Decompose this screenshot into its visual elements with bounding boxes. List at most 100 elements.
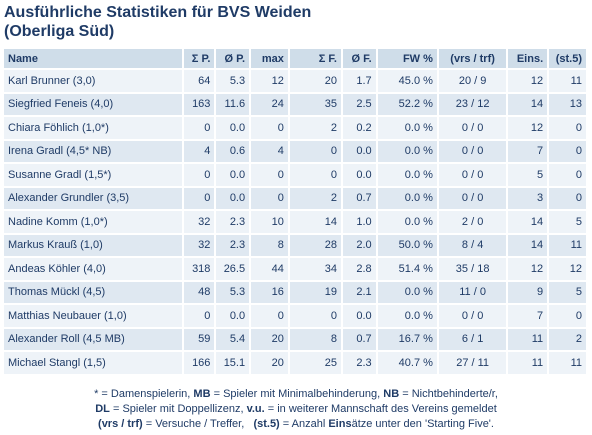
table-row: Karl Brunner (3,0) 64 5.3 12 20 1.7 45.0 % 20 /… <box>4 70 586 92</box>
cell-avg-fouls: 0.0 <box>342 305 376 327</box>
cell-vrs-trf: 0 / 0 <box>438 117 507 139</box>
cell-vrs-trf: 0 / 0 <box>438 140 507 162</box>
cell-avg-points: 5.4 <box>216 328 250 350</box>
cell-sum-fouls: 25 <box>289 352 341 374</box>
cell-avg-fouls: 2.5 <box>342 93 376 115</box>
cell-max: 0 <box>251 305 288 327</box>
cell-vrs-trf: 35 / 18 <box>438 258 507 280</box>
cell-sum-fouls: 14 <box>289 211 341 233</box>
cell-name: Nadine Komm (1,0*) <box>4 211 182 233</box>
cell-sum-points: 32 <box>183 211 215 233</box>
cell-max: 44 <box>251 258 288 280</box>
cell-sum-fouls: 0 <box>289 140 341 162</box>
header-sum-points[interactable]: Σ P. <box>183 49 215 68</box>
cell-sum-fouls: 2 <box>289 187 341 209</box>
footnote-line-3: (vrs / trf) = Versuche / Treffer, (st.5)… <box>98 418 494 430</box>
cell-sum-points: 0 <box>183 117 215 139</box>
footnote-line-2: DL = Spieler mit Doppellizenz, v.u. = in… <box>95 403 497 415</box>
header-name[interactable]: Name <box>4 49 182 68</box>
table-row: Chiara Föhlich (1,0*) 0 0.0 0 2 0.2 0.0 % 0 / 0… <box>4 117 586 139</box>
table-row: Siegfried Feneis (4,0) 163 11.6 24 35 2.5 52.2… <box>4 93 586 115</box>
table-row: Irena Gradl (4,5* NB) 4 0.6 4 0 0.0 0.0 % 0 / 0… <box>4 140 586 162</box>
cell-avg-points: 0.0 <box>216 164 250 186</box>
table-row: Michael Stangl (1,5) 166 15.1 20 25 2.3 40.7 %… <box>4 352 586 374</box>
cell-fw-percent: 0.0 % <box>377 164 437 186</box>
cell-avg-fouls: 2.1 <box>342 281 376 303</box>
cell-eins: 5 <box>508 164 548 186</box>
header-avg-fouls[interactable]: Ø F. <box>342 49 376 68</box>
cell-st5: 0 <box>549 117 586 139</box>
cell-sum-points: 64 <box>183 70 215 92</box>
cell-eins: 7 <box>508 140 548 162</box>
cell-st5: 11 <box>549 234 586 256</box>
cell-name: Markus Krauß (1,0) <box>4 234 182 256</box>
header-st5[interactable]: (st.5) <box>549 49 586 68</box>
cell-max: 10 <box>251 211 288 233</box>
cell-eins: 7 <box>508 305 548 327</box>
cell-eins: 14 <box>508 93 548 115</box>
header-avg-points[interactable]: Ø P. <box>216 49 250 68</box>
cell-vrs-trf: 23 / 12 <box>438 93 507 115</box>
cell-sum-fouls: 34 <box>289 258 341 280</box>
cell-sum-fouls: 19 <box>289 281 341 303</box>
table-row: Matthias Neubauer (1,0) 0 0.0 0 0 0.0 0.0 % 0 /… <box>4 305 586 327</box>
cell-sum-fouls: 0 <box>289 164 341 186</box>
cell-vrs-trf: 2 / 0 <box>438 211 507 233</box>
cell-name: Thomas Mückl (4,5) <box>4 281 182 303</box>
cell-max: 4 <box>251 140 288 162</box>
cell-vrs-trf: 0 / 0 <box>438 305 507 327</box>
cell-avg-fouls: 0.7 <box>342 328 376 350</box>
cell-avg-fouls: 2.0 <box>342 234 376 256</box>
cell-st5: 0 <box>549 164 586 186</box>
cell-fw-percent: 0.0 % <box>377 305 437 327</box>
title-line-2: (Oberliga Süd) <box>4 23 115 40</box>
cell-st5: 11 <box>549 70 586 92</box>
cell-eins: 3 <box>508 187 548 209</box>
cell-vrs-trf: 6 / 1 <box>438 328 507 350</box>
cell-vrs-trf: 20 / 9 <box>438 70 507 92</box>
cell-max: 12 <box>251 70 288 92</box>
cell-sum-fouls: 28 <box>289 234 341 256</box>
cell-avg-fouls: 1.0 <box>342 211 376 233</box>
cell-fw-percent: 50.0 % <box>377 234 437 256</box>
header-sum-fouls[interactable]: Σ F. <box>289 49 341 68</box>
table-row: Markus Krauß (1,0) 32 2.3 8 28 2.0 50.0 % 8 / 4… <box>4 234 586 256</box>
table-header-row: Name Σ P. Ø P. max Σ F. Ø F. FW % (vrs /… <box>4 49 586 68</box>
header-eins[interactable]: Eins. <box>508 49 548 68</box>
cell-max: 24 <box>251 93 288 115</box>
cell-sum-points: 4 <box>183 140 215 162</box>
cell-name: Susanne Gradl (1,5*) <box>4 164 182 186</box>
cell-vrs-trf: 0 / 0 <box>438 164 507 186</box>
cell-sum-fouls: 8 <box>289 328 341 350</box>
header-fw-percent[interactable]: FW % <box>377 49 437 68</box>
cell-name: Alexander Roll (4,5 MB) <box>4 328 182 350</box>
cell-avg-fouls: 0.0 <box>342 140 376 162</box>
header-vrs-trf[interactable]: (vrs / trf) <box>438 49 507 68</box>
cell-fw-percent: 0.0 % <box>377 117 437 139</box>
cell-avg-points: 26.5 <box>216 258 250 280</box>
cell-max: 20 <box>251 352 288 374</box>
cell-eins: 14 <box>508 234 548 256</box>
cell-sum-fouls: 2 <box>289 117 341 139</box>
cell-max: 0 <box>251 117 288 139</box>
cell-vrs-trf: 8 / 4 <box>438 234 507 256</box>
cell-name: Michael Stangl (1,5) <box>4 352 182 374</box>
cell-name: Karl Brunner (3,0) <box>4 70 182 92</box>
title-line-1: Ausführliche Statistiken für BVS Weiden <box>4 4 312 21</box>
cell-name: Matthias Neubauer (1,0) <box>4 305 182 327</box>
cell-max: 0 <box>251 187 288 209</box>
cell-eins: 11 <box>508 352 548 374</box>
cell-eins: 12 <box>508 70 548 92</box>
cell-sum-points: 48 <box>183 281 215 303</box>
header-max[interactable]: max <box>251 49 288 68</box>
cell-sum-points: 32 <box>183 234 215 256</box>
cell-sum-fouls: 20 <box>289 70 341 92</box>
cell-st5: 11 <box>549 352 586 374</box>
cell-st5: 2 <box>549 328 586 350</box>
cell-avg-fouls: 0.0 <box>342 164 376 186</box>
cell-fw-percent: 40.7 % <box>377 352 437 374</box>
statistics-table: Name Σ P. Ø P. max Σ F. Ø F. FW % (vrs /… <box>2 47 588 376</box>
cell-fw-percent: 0.0 % <box>377 281 437 303</box>
cell-name: Siegfried Feneis (4,0) <box>4 93 182 115</box>
cell-fw-percent: 0.0 % <box>377 211 437 233</box>
